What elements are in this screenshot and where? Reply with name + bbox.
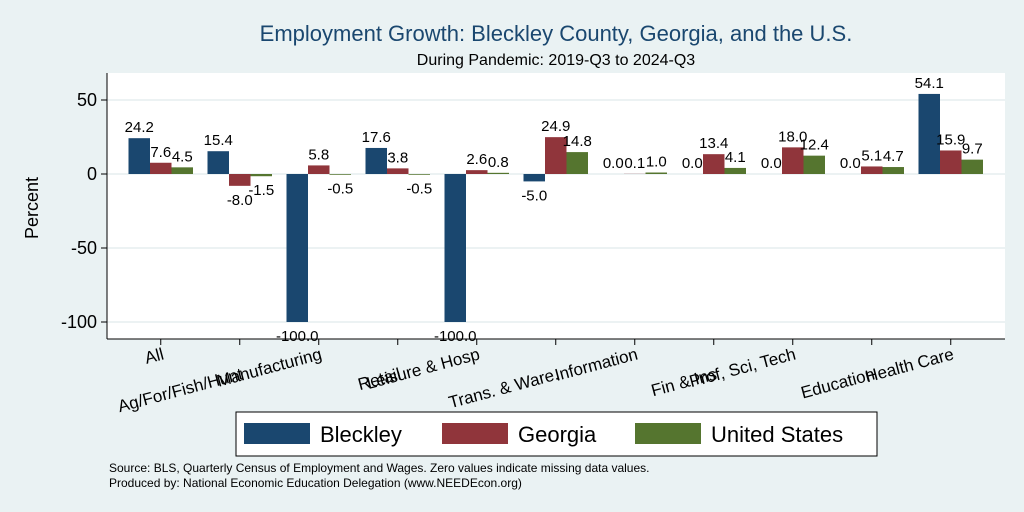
data-label: 15.9: [936, 131, 965, 148]
bar-georgia: [308, 165, 330, 174]
x-category-label: Health Care: [863, 345, 956, 387]
data-label: 54.1: [915, 75, 944, 92]
legend-label: Georgia: [518, 422, 597, 447]
data-label: 1.0: [646, 154, 667, 171]
bar-georgia: [940, 150, 962, 174]
bar-georgia: [782, 147, 804, 174]
x-category-label: Prof, Sci, Tech: [687, 345, 797, 392]
data-label: 0.8: [488, 154, 509, 171]
bar-united-states: [724, 167, 746, 174]
data-label: 0.0: [603, 155, 624, 172]
bar-united-states: [329, 174, 351, 175]
legend-swatch-united-states: [635, 423, 701, 444]
legend-swatch-georgia: [442, 423, 508, 444]
data-label: 2.6: [466, 151, 487, 168]
data-label: 7.6: [150, 144, 171, 161]
bar-bleckley: [286, 174, 308, 322]
legend-box: [235, 411, 878, 457]
bar-united-states: [171, 167, 193, 174]
x-category-label: Information: [553, 345, 640, 385]
data-label: 0.0: [682, 155, 703, 172]
bar-georgia: [861, 166, 883, 174]
data-label: 17.6: [362, 129, 391, 146]
data-label: -100.0: [276, 328, 319, 345]
source-note: Source: BLS, Quarterly Census of Employm…: [109, 461, 649, 475]
data-label: 0.0: [840, 155, 861, 172]
chart-title: Employment Growth: Bleckley County, Geor…: [260, 21, 853, 46]
data-label: 24.9: [541, 118, 570, 135]
plot-area: [107, 73, 1005, 339]
y-axis-title: Percent: [22, 177, 42, 239]
data-label: -0.5: [406, 181, 432, 198]
y-tick-label: 50: [77, 90, 97, 110]
bar-united-states: [408, 174, 430, 175]
data-label: 14.8: [563, 133, 592, 150]
y-tick-label: 0: [87, 164, 97, 184]
data-label: 3.8: [387, 149, 408, 166]
bar-georgia: [387, 168, 409, 174]
bar-united-states: [882, 167, 904, 174]
data-label: 24.2: [125, 119, 154, 136]
bar-united-states: [487, 172, 509, 174]
bar-bleckley: [523, 174, 545, 182]
bar-georgia: [466, 170, 488, 174]
data-label: -5.0: [521, 187, 547, 204]
data-label: 4.5: [172, 148, 193, 165]
bars: [128, 93, 983, 322]
x-category-label: Trans. & Ware.: [447, 365, 561, 413]
data-label: 5.1: [861, 147, 882, 164]
data-label: -100.0: [434, 328, 477, 345]
bar-united-states: [961, 159, 983, 174]
data-label: 4.7: [883, 148, 904, 165]
bar-bleckley: [918, 93, 940, 174]
y-tick-label: -50: [71, 238, 97, 258]
chart-subtitle: During Pandemic: 2019-Q3 to 2024-Q3: [417, 52, 695, 69]
data-label: 15.4: [204, 132, 233, 149]
x-category-label: Manufacturing: [215, 345, 324, 391]
bar-bleckley: [444, 174, 466, 322]
bar-united-states: [645, 172, 667, 174]
bar-united-states: [566, 152, 588, 174]
data-label: 4.1: [725, 149, 746, 166]
bar-bleckley: [128, 138, 150, 174]
bar-georgia: [229, 174, 251, 186]
data-label: 0.0: [761, 155, 782, 172]
data-label: 18.0: [778, 128, 807, 145]
data-labels: 24.2 7.6 4.5 15.4 -8.0-1.5 -100.0 5.8 -0.5 17.6 3…: [125, 75, 983, 345]
data-label: 12.4: [800, 137, 829, 154]
data-label: 9.7: [962, 141, 983, 158]
x-category-label: All: [143, 345, 166, 368]
data-label: 5.8: [308, 146, 329, 163]
bar-united-states: [803, 155, 825, 174]
data-label: -8.0: [227, 192, 253, 209]
data-label: -0.5: [327, 181, 353, 198]
y-axis: 50 0 -50 -100: [61, 73, 108, 339]
legend-label: Bleckley: [320, 422, 402, 447]
data-label: -1.5: [248, 182, 274, 199]
produced-by-note: Produced by: National Economic Education…: [109, 476, 522, 490]
bar-georgia: [545, 137, 567, 174]
legend: Bleckley Georgia United States: [244, 422, 843, 447]
legend-label: United States: [711, 422, 843, 447]
bar-bleckley: [365, 147, 387, 174]
bar-bleckley: [207, 151, 229, 174]
data-label: 13.4: [699, 135, 728, 152]
y-tick-label: -100: [61, 312, 97, 332]
data-label: 0.1: [624, 155, 645, 172]
legend-swatch-bleckley: [244, 423, 310, 444]
bar-georgia: [150, 162, 172, 174]
bar-united-states: [250, 174, 272, 177]
bar-georgia: [703, 154, 725, 174]
